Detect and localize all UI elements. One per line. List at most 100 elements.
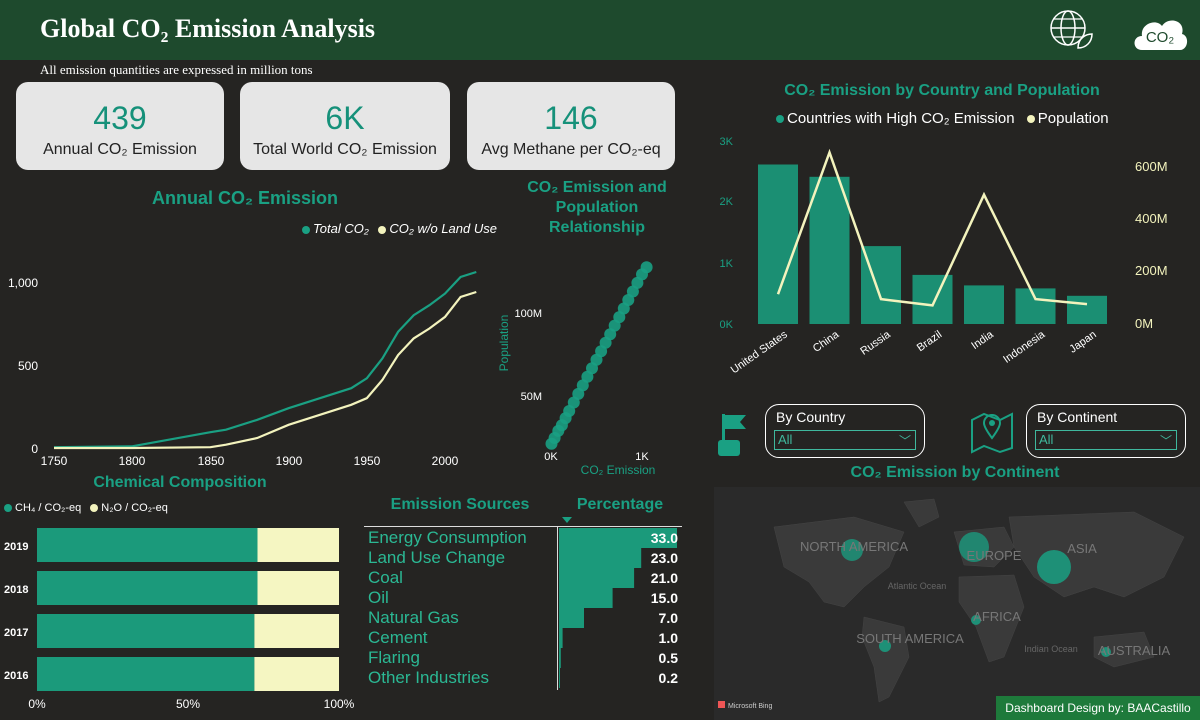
ch4-bar — [37, 571, 258, 605]
sort-desc-icon[interactable] — [562, 517, 572, 523]
co2-cloud-icon: CO₂ — [1130, 8, 1190, 59]
country-chart-legend: Countries with High CO₂ Emission Populat… — [776, 110, 1109, 127]
composition-title: Chemical Composition — [93, 474, 267, 491]
x-tick: 1K — [635, 451, 649, 463]
kpi-value: 146 — [544, 100, 598, 136]
year-label: 2019 — [4, 541, 28, 553]
kpi-value: 439 — [93, 100, 147, 136]
kpi-value: 6K — [325, 100, 365, 136]
right-tick: 0M — [1135, 316, 1153, 331]
country-filter-value: All — [778, 432, 793, 447]
country-bar — [1015, 288, 1056, 324]
source-percentage: 33.0 — [650, 530, 678, 546]
x-tick: 1950 — [354, 454, 381, 468]
designer-credit: Dashboard Design by: BAACastillo — [996, 696, 1200, 720]
ch4-bar — [37, 614, 255, 648]
country-label: United States — [729, 328, 790, 376]
country-chart: 3K 2K 1K 0K 600M 400M 200M 0M United Sta… — [720, 136, 1168, 376]
source-percentage: 15.0 — [650, 590, 678, 606]
y-tick: 1,000 — [8, 276, 38, 290]
annual-chart-title: Annual CO₂ Emission — [151, 188, 339, 208]
continent-map[interactable]: NORTH AMERICA EUROPE ASIA AFRICA SOUTH A… — [714, 487, 1200, 720]
kpi-total-world-emission: 6K Total World CO₂ Emission — [240, 82, 450, 170]
country-bar — [964, 285, 1004, 324]
flag-hand-icon — [716, 410, 752, 463]
n2o-bar — [257, 571, 339, 605]
source-name: Flaring — [368, 648, 420, 667]
left-tick: 1K — [720, 258, 734, 270]
source-bar — [559, 668, 560, 688]
scatter-chart-title: CO₂ Emission and Population Relationship — [510, 178, 684, 238]
bubble-north-america — [841, 539, 863, 561]
right-tick: 400M — [1135, 211, 1168, 226]
chevron-down-icon[interactable]: ﹀ — [1159, 434, 1172, 448]
country-label: China — [811, 328, 842, 355]
source-bar — [559, 608, 584, 628]
source-name: Land Use Change — [368, 548, 506, 567]
country-bar — [758, 164, 798, 324]
scatter-title-line: Population — [555, 199, 639, 216]
bubble-africa — [971, 615, 981, 625]
map-pin-icon — [968, 408, 1016, 459]
continent-filter-dropdown[interactable]: All ﹀ — [1035, 430, 1177, 450]
x-tick: 0K — [544, 451, 558, 463]
south-america-shape — [861, 616, 910, 703]
left-tick: 2K — [720, 196, 734, 208]
kpi-label: Avg Methane per CO₂-eq — [481, 141, 661, 158]
map-label: NORTH AMERICA — [800, 539, 908, 554]
country-filter-label: By Country — [776, 409, 846, 425]
greenland-shape — [903, 498, 940, 528]
composition-chart: 0% 50% 100% 2019 2018 2017 2016 — [4, 528, 355, 711]
source-name: Oil — [368, 588, 389, 607]
legend-countries: Countries with High CO₂ Emission — [787, 110, 1015, 127]
x-tick: 1750 — [41, 454, 68, 468]
continent-filter-value: All — [1039, 432, 1054, 447]
svg-text:CO₂: CO₂ — [1146, 29, 1175, 46]
kpi-label: Total World CO₂ Emission — [253, 141, 437, 158]
legend-population: Population — [1037, 110, 1109, 127]
scatter-point — [640, 261, 653, 274]
x-tick: 50% — [176, 697, 200, 711]
bing-attribution: Microsoft Bing — [728, 703, 772, 710]
country-bar — [809, 176, 850, 324]
sources-col-header[interactable]: Emission Sources — [390, 496, 530, 513]
y-tick: 100M — [514, 308, 542, 320]
legend-n2o: N₂O / CO₂-eq — [101, 502, 168, 514]
column-divider — [557, 527, 558, 690]
continent-filter[interactable]: By Continent All ﹀ — [1026, 404, 1186, 458]
country-filter-dropdown[interactable]: All ﹀ — [774, 430, 916, 450]
year-label: 2016 — [4, 670, 28, 682]
map-label: Atlantic Ocean — [888, 581, 947, 591]
country-bar — [912, 274, 953, 324]
ch4-bar — [37, 528, 258, 562]
source-bar — [559, 648, 561, 668]
map-label: AUSTRALIA — [1098, 643, 1171, 658]
bubble-asia — [1037, 550, 1071, 584]
legend-dot-n2o — [90, 504, 99, 513]
y-axis-label: Population — [497, 315, 511, 372]
x-tick: 100% — [324, 697, 355, 711]
population-line — [776, 148, 1088, 307]
scatter-chart: Population 100M 50M 0K 1K CO₂ Emission — [497, 261, 655, 477]
source-name: Natural Gas — [368, 608, 459, 627]
country-filter[interactable]: By Country All ﹀ — [765, 404, 925, 458]
sources-values: 33.0 23.0 21.0 15.0 7.0 1.0 0.5 0.2 — [600, 528, 678, 688]
source-name: Cement — [368, 628, 428, 647]
north-america-shape — [773, 516, 905, 608]
country-chart-title: CO₂ Emission by Country and Population — [784, 82, 1100, 99]
bubble-europe — [959, 532, 989, 562]
n2o-bar — [254, 614, 339, 648]
bubble-south-america — [879, 640, 891, 652]
country-label: Brazil — [915, 329, 944, 355]
y-tick: 50M — [521, 391, 542, 403]
chevron-down-icon[interactable]: ﹀ — [898, 434, 911, 448]
australia-shape — [1093, 631, 1155, 668]
percentage-col-header[interactable]: Percentage — [576, 496, 664, 513]
x-tick: 1800 — [119, 454, 146, 468]
africa-shape — [958, 574, 1025, 663]
legend-ch4: CH₄ / CO₂-eq — [15, 502, 82, 514]
country-label: Russia — [858, 328, 893, 358]
composition-legend: CH₄ / CO₂-eq N₂O / CO₂-eq — [4, 502, 168, 514]
map-label: SOUTH AMERICA — [856, 631, 964, 646]
kpi-avg-methane: 146 Avg Methane per CO₂-eq — [467, 82, 675, 170]
